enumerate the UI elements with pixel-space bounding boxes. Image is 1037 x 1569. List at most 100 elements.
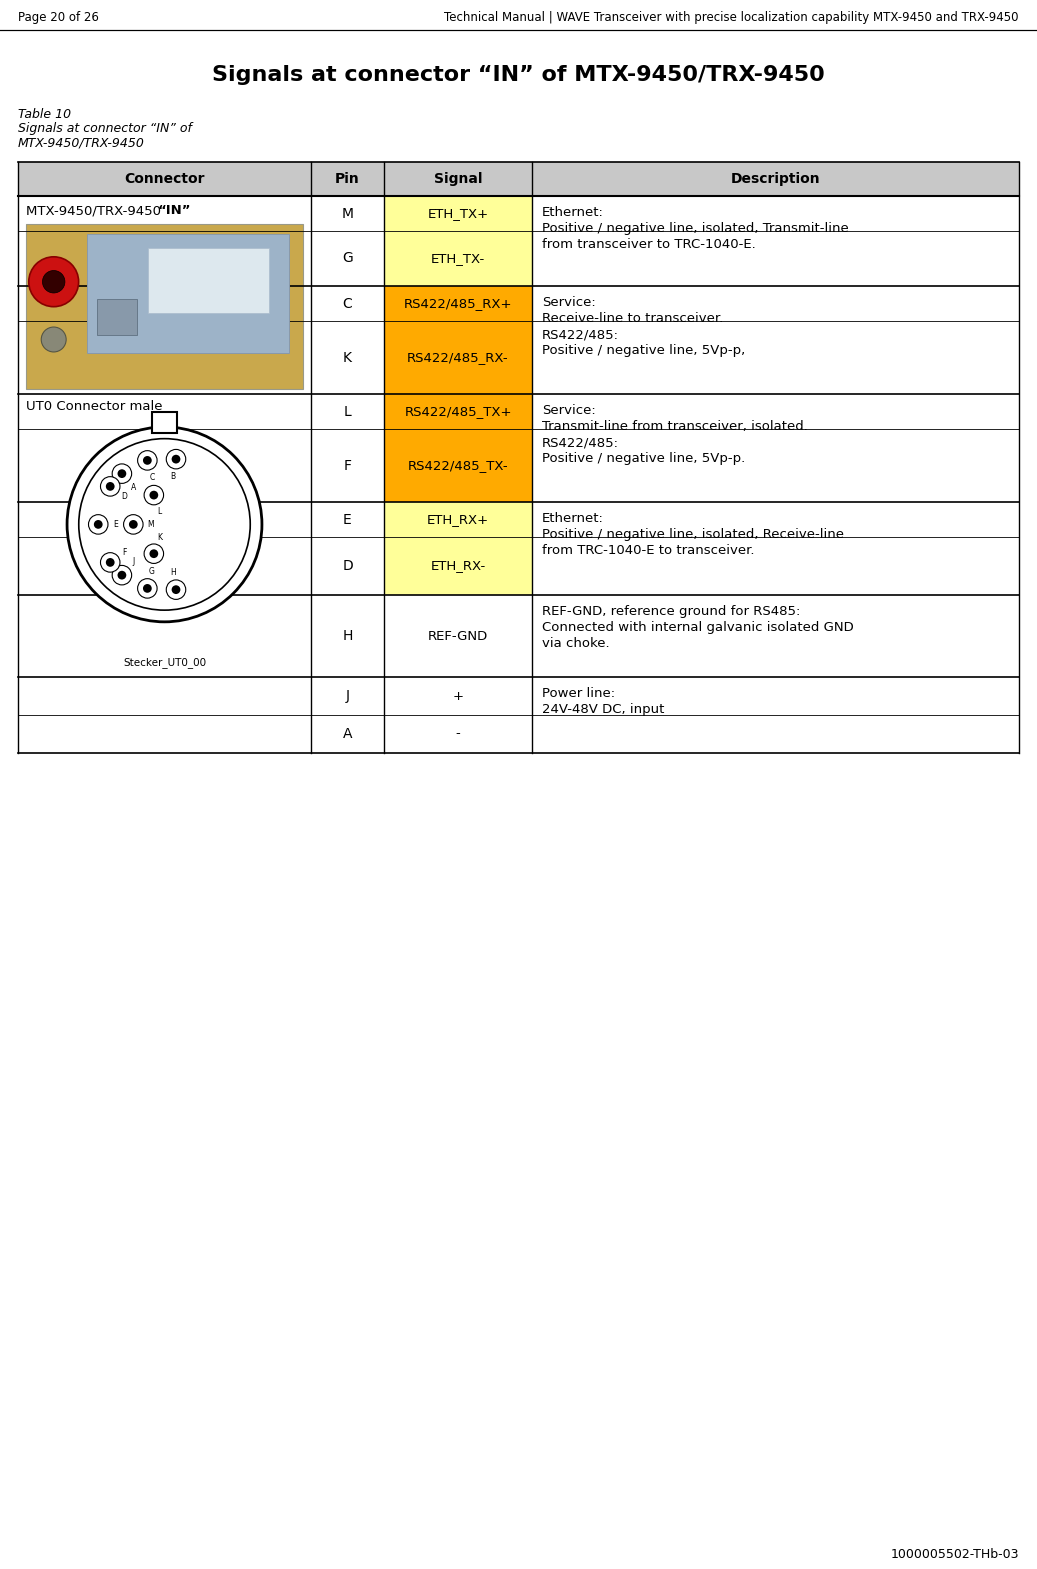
Text: Connector: Connector	[124, 173, 204, 187]
Circle shape	[138, 450, 157, 471]
Circle shape	[29, 257, 79, 306]
Circle shape	[41, 326, 66, 351]
Circle shape	[112, 565, 132, 585]
Bar	[18, 162, 1019, 196]
Text: ETH_TX-: ETH_TX-	[431, 253, 485, 265]
Text: UT0 Connector male: UT0 Connector male	[26, 400, 163, 413]
Circle shape	[166, 581, 186, 599]
Text: -: -	[455, 728, 460, 741]
Text: Signals at connector “IN” of MTX-9450/TRX-9450: Signals at connector “IN” of MTX-9450/TR…	[212, 64, 824, 85]
Text: A: A	[131, 483, 136, 491]
Circle shape	[144, 544, 164, 563]
Text: Transmit-line from transceiver, isolated.: Transmit-line from transceiver, isolated…	[542, 420, 808, 433]
Text: E: E	[113, 519, 118, 529]
Text: C: C	[149, 472, 155, 482]
Text: Page 20 of 26: Page 20 of 26	[18, 11, 99, 24]
Text: MTX-9450/TRX-9450: MTX-9450/TRX-9450	[26, 204, 165, 217]
Text: +: +	[452, 689, 464, 703]
Circle shape	[144, 485, 164, 505]
Circle shape	[112, 464, 132, 483]
Bar	[384, 196, 532, 231]
Text: J: J	[345, 689, 349, 703]
Circle shape	[67, 427, 262, 621]
Bar	[384, 286, 532, 322]
Text: M: M	[341, 207, 354, 221]
Text: Table 10: Table 10	[18, 108, 72, 121]
Circle shape	[106, 559, 115, 566]
Circle shape	[123, 515, 143, 533]
Circle shape	[143, 584, 151, 593]
Bar	[384, 394, 532, 428]
Bar	[384, 428, 532, 502]
Text: A: A	[343, 726, 353, 741]
Text: Positive / negative line, 5Vp-p.: Positive / negative line, 5Vp-p.	[542, 452, 746, 464]
Circle shape	[79, 439, 250, 610]
Text: RS422/485:: RS422/485:	[542, 436, 619, 449]
Text: RS422/485_RX+: RS422/485_RX+	[403, 297, 512, 311]
Bar	[384, 322, 532, 394]
Text: 1000005502-THb-03: 1000005502-THb-03	[891, 1547, 1019, 1561]
Text: Service:: Service:	[542, 297, 595, 309]
Text: L: L	[343, 405, 352, 419]
Text: Stecker_UT0_00: Stecker_UT0_00	[123, 657, 206, 668]
Bar	[384, 676, 532, 715]
Text: J: J	[132, 557, 135, 566]
Text: RS422/485_RX-: RS422/485_RX-	[408, 351, 509, 364]
Text: Technical Manual | WAVE Transceiver with precise localization capability MTX-945: Technical Manual | WAVE Transceiver with…	[445, 11, 1019, 24]
Text: RS422/485_TX-: RS422/485_TX-	[408, 460, 508, 472]
Text: Description: Description	[731, 173, 820, 187]
Text: B: B	[170, 472, 175, 482]
Circle shape	[143, 457, 151, 464]
Text: 24V-48V DC, input: 24V-48V DC, input	[542, 703, 665, 715]
Text: Ethernet:: Ethernet:	[542, 511, 604, 526]
Text: ETH_RX-: ETH_RX-	[430, 560, 485, 573]
Text: “IN”: “IN”	[158, 204, 192, 217]
Circle shape	[171, 455, 180, 463]
Circle shape	[117, 571, 127, 579]
Text: D: D	[121, 493, 128, 501]
Bar	[97, 300, 138, 334]
Text: MTX-9450/TRX-9450: MTX-9450/TRX-9450	[18, 137, 145, 149]
Bar	[26, 224, 303, 389]
Text: K: K	[158, 533, 163, 541]
Text: ETH_RX+: ETH_RX+	[427, 513, 489, 526]
Circle shape	[94, 519, 103, 529]
Text: RS422/485:: RS422/485:	[542, 328, 619, 340]
Text: via choke.: via choke.	[542, 637, 610, 650]
Text: Positive / negative line, isolated, Receive-line: Positive / negative line, isolated, Rece…	[542, 529, 844, 541]
Bar	[384, 715, 532, 753]
Text: F: F	[122, 548, 127, 557]
Text: ETH_TX+: ETH_TX+	[427, 207, 488, 220]
Text: Signals at connector “IN” of: Signals at connector “IN” of	[18, 122, 192, 135]
Bar	[152, 413, 176, 433]
Circle shape	[166, 449, 186, 469]
Text: from TRC-1040-E to transceiver.: from TRC-1040-E to transceiver.	[542, 544, 755, 557]
Text: H: H	[342, 629, 353, 643]
Text: Signal: Signal	[433, 173, 482, 187]
Bar	[384, 231, 532, 286]
Circle shape	[138, 579, 157, 598]
Circle shape	[149, 549, 159, 559]
Circle shape	[129, 519, 138, 529]
Text: K: K	[343, 350, 352, 364]
Text: Ethernet:: Ethernet:	[542, 206, 604, 220]
Text: Positive / negative line, isolated, Transmit-line: Positive / negative line, isolated, Tran…	[542, 221, 848, 235]
Text: C: C	[342, 297, 353, 311]
Text: RS422/485_TX+: RS422/485_TX+	[404, 405, 511, 417]
Text: G: G	[342, 251, 353, 265]
Text: Service:: Service:	[542, 403, 595, 417]
Text: Receive-line to transceiver.: Receive-line to transceiver.	[542, 312, 723, 325]
Circle shape	[43, 270, 65, 293]
Circle shape	[101, 552, 120, 573]
Circle shape	[88, 515, 108, 533]
Text: REF-GND: REF-GND	[428, 629, 488, 642]
Text: H: H	[170, 568, 176, 577]
Text: Positive / negative line, 5Vp-p,: Positive / negative line, 5Vp-p,	[542, 344, 746, 358]
Circle shape	[149, 491, 159, 499]
Text: G: G	[149, 566, 155, 576]
Text: F: F	[343, 458, 352, 472]
Circle shape	[171, 585, 180, 595]
Text: M: M	[147, 519, 155, 529]
Circle shape	[117, 469, 127, 479]
Bar	[147, 248, 269, 314]
